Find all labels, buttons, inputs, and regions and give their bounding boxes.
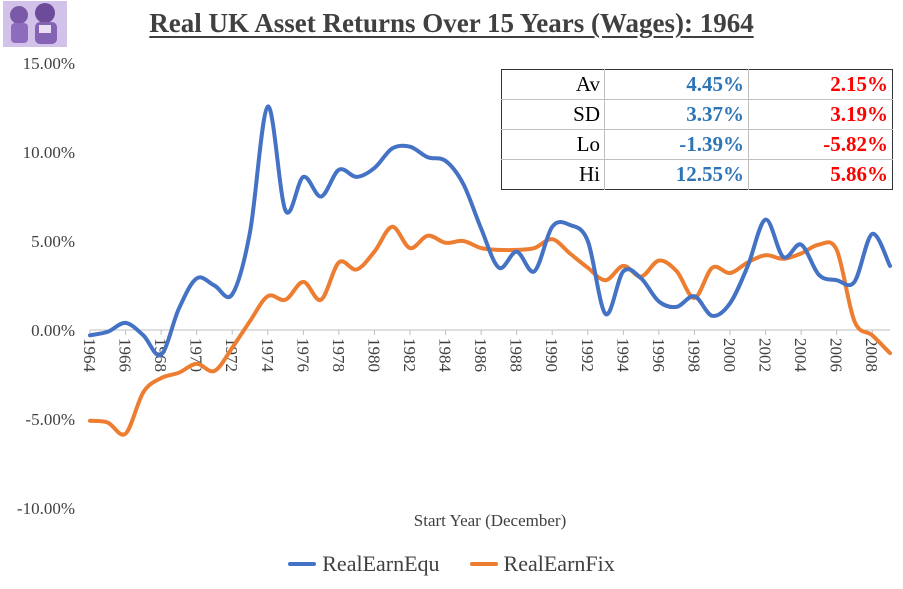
stats-equ-value: -1.39% [604, 129, 749, 160]
x-tick-label: 2002 [756, 338, 775, 372]
y-tick-label: 5.00% [31, 232, 75, 251]
stats-equ-value: 3.37% [604, 99, 749, 130]
logo-image [3, 1, 67, 47]
legend-label-fix: RealEarnFix [503, 551, 615, 576]
legend-item-equ[interactable]: RealEarnEqu [288, 551, 440, 577]
x-axis-title: Start Year (December) [413, 511, 567, 530]
y-tick-label: 0.00% [31, 321, 75, 340]
x-tick-label: 1966 [116, 338, 135, 372]
stats-label: SD [501, 99, 605, 130]
x-tick-label: 2008 [862, 338, 881, 372]
stats-row-av: Av 4.45% 2.15% [501, 69, 893, 100]
x-tick-label: 1980 [364, 338, 383, 372]
x-tick-label: 2004 [791, 338, 810, 373]
stats-table: Av 4.45% 2.15% SD 3.37% 3.19% Lo -1.39% … [501, 69, 893, 190]
x-tick-label: 1986 [471, 338, 490, 372]
x-tick-label: 1992 [578, 338, 597, 372]
x-tick-label: 2000 [720, 338, 739, 372]
x-tick-label: 1988 [507, 338, 526, 372]
x-tick-label: 1982 [400, 338, 419, 372]
y-tick-label: 10.00% [23, 143, 75, 162]
stats-fix-value: 2.15% [830, 72, 888, 96]
x-tick-label: 1990 [542, 338, 561, 372]
x-tick-label: 1996 [649, 338, 668, 372]
stats-row-sd: SD 3.37% 3.19% [501, 99, 893, 130]
legend-label-equ: RealEarnEqu [322, 551, 440, 576]
y-tick-label: -10.00% [17, 499, 75, 518]
y-tick-label: 15.00% [23, 54, 75, 73]
stats-equ-value: 4.45% [604, 69, 749, 100]
legend-item-fix[interactable]: RealEarnFix [469, 551, 615, 577]
x-tick-label: 1998 [684, 338, 703, 372]
stats-row-lo: Lo -1.39% -5.82% [501, 129, 893, 160]
stats-row-hi: Hi 12.55% 5.86% [501, 159, 893, 190]
stats-label: Lo [501, 129, 605, 160]
series-line-equ [88, 104, 892, 358]
x-tick-label: 1974 [258, 338, 277, 373]
legend-swatch-equ [288, 562, 317, 566]
stats-fix-value: -5.82% [748, 129, 893, 160]
legend-swatch-fix [469, 562, 498, 566]
legend: RealEarnEqu RealEarnFix [0, 551, 903, 577]
chart-title: Real UK Asset Returns Over 15 Years (Wag… [149, 8, 754, 38]
x-tick-label: 1964 [80, 338, 99, 373]
x-tick-label: 1978 [329, 338, 348, 372]
stats-fix-value: 3.19% [748, 99, 893, 130]
y-tick-label: -5.00% [25, 410, 75, 429]
x-tick-label: 1972 [222, 338, 241, 372]
x-tick-label: 2006 [827, 338, 846, 372]
stats-label: Av [501, 69, 605, 100]
x-tick-label: 1976 [293, 338, 312, 372]
stats-equ-value: 12.55% [604, 159, 749, 190]
x-tick-label: 1994 [613, 338, 632, 373]
stats-fix-value: 5.86% [748, 159, 893, 190]
series-line-fix [88, 224, 892, 437]
x-tick-label: 1984 [436, 338, 455, 373]
stats-label: Hi [501, 159, 605, 190]
